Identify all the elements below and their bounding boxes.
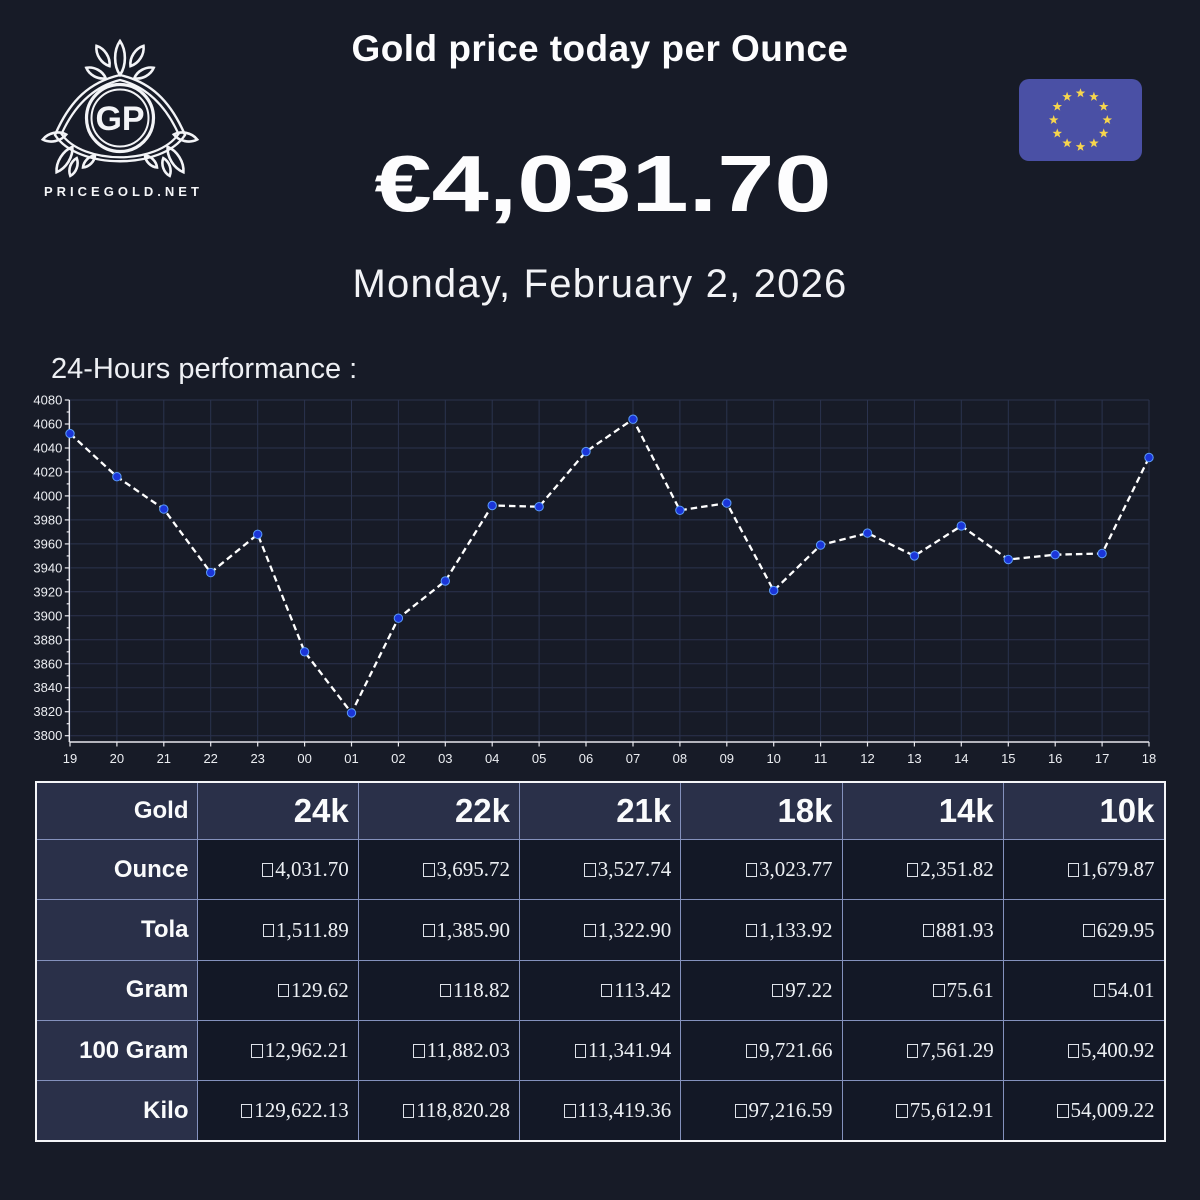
svg-text:3900: 3900 — [33, 608, 62, 623]
svg-text:22: 22 — [203, 751, 217, 766]
svg-text:3880: 3880 — [33, 632, 62, 647]
svg-text:04: 04 — [485, 751, 499, 766]
svg-text:3920: 3920 — [33, 584, 62, 599]
svg-text:17: 17 — [1095, 751, 1109, 766]
svg-text:18: 18 — [1142, 751, 1156, 766]
svg-text:05: 05 — [532, 751, 546, 766]
svg-text:15: 15 — [1001, 751, 1015, 766]
svg-text:09: 09 — [720, 751, 734, 766]
svg-text:3860: 3860 — [33, 656, 62, 671]
svg-text:23: 23 — [250, 751, 264, 766]
svg-text:GP: GP — [95, 100, 144, 138]
svg-text:19: 19 — [63, 751, 77, 766]
svg-text:01: 01 — [344, 751, 358, 766]
svg-text:21: 21 — [157, 751, 171, 766]
svg-text:06: 06 — [579, 751, 593, 766]
svg-text:4020: 4020 — [33, 464, 62, 479]
svg-text:4040: 4040 — [33, 441, 62, 456]
svg-text:4000: 4000 — [33, 488, 62, 503]
svg-text:12: 12 — [860, 751, 874, 766]
svg-text:08: 08 — [673, 751, 687, 766]
svg-text:14: 14 — [954, 751, 968, 766]
svg-text:10: 10 — [766, 751, 780, 766]
svg-text:4060: 4060 — [33, 417, 62, 432]
svg-text:3820: 3820 — [33, 704, 62, 719]
svg-text:3840: 3840 — [33, 680, 62, 695]
svg-text:00: 00 — [297, 751, 311, 766]
svg-text:3800: 3800 — [33, 728, 62, 743]
svg-text:02: 02 — [391, 751, 405, 766]
svg-text:20: 20 — [110, 751, 124, 766]
svg-text:13: 13 — [907, 751, 921, 766]
svg-text:4080: 4080 — [33, 393, 62, 408]
svg-text:03: 03 — [438, 751, 452, 766]
svg-text:3960: 3960 — [33, 536, 62, 551]
svg-text:3980: 3980 — [33, 512, 62, 527]
svg-text:3940: 3940 — [33, 560, 62, 575]
svg-text:11: 11 — [814, 751, 828, 766]
svg-text:07: 07 — [626, 751, 640, 766]
svg-text:16: 16 — [1048, 751, 1062, 766]
